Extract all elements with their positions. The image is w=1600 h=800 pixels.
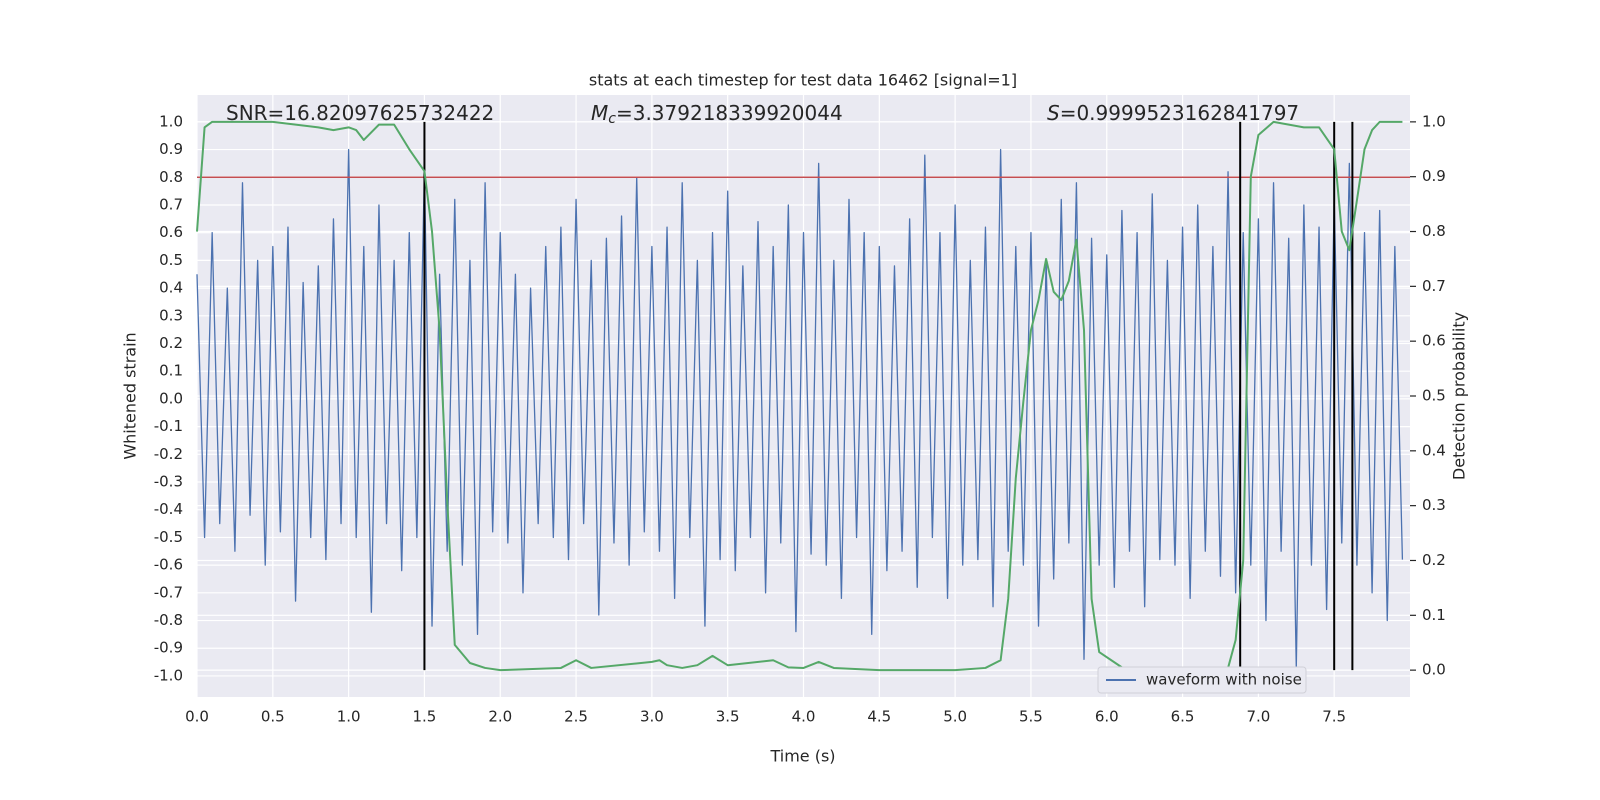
y-tick-label: -0.3: [154, 473, 183, 491]
legend-box: [1097, 666, 1307, 694]
x-tick-label: 0.5: [261, 708, 285, 726]
annotation-symbol: S: [1047, 101, 1060, 125]
annotation-subscript: c: [608, 111, 616, 127]
x-tick-label: 7.0: [1246, 708, 1270, 726]
y2-tick-label: 0.7: [1422, 277, 1446, 295]
y2-tick-label: 1.0: [1422, 112, 1446, 130]
y-tick-label: -0.1: [154, 417, 183, 435]
y-tick-label: 0.7: [159, 195, 183, 213]
x-tick-label: 1.0: [337, 708, 361, 726]
y2-tick-label: 0.2: [1422, 551, 1446, 569]
y2-tick-label: 0.1: [1422, 606, 1446, 624]
y-tick-label: -0.9: [154, 639, 183, 657]
y-tick-label: 0.5: [159, 251, 183, 269]
y-tick-label: 0.1: [159, 362, 183, 380]
x-axis-label: Time (s): [769, 747, 835, 766]
y-tick-label: 0.3: [159, 306, 183, 324]
x-tick-label: 2.5: [564, 708, 588, 726]
series-line: [196, 120, 1403, 672]
y-tick-label: -1.0: [154, 666, 183, 684]
x-tick-label: 1.5: [413, 708, 437, 726]
y-tick-label: 0.2: [159, 334, 183, 352]
annotation: S=0.9999523162841797: [1047, 101, 1299, 125]
y-tick-label: -0.5: [154, 528, 183, 546]
annotation-text: =0.9999523162841797: [1060, 101, 1299, 125]
y2-tick-label: 0.4: [1422, 441, 1446, 459]
y-tick-label: -0.2: [154, 445, 183, 463]
y-tick-label: -0.4: [154, 500, 183, 518]
x-tick-label: 5.5: [1019, 708, 1043, 726]
y-tick-label: -0.6: [154, 556, 183, 574]
y-axis-label: Whitened strain: [121, 332, 140, 459]
annotation-text: SNR=16.82097625732422: [226, 101, 494, 125]
x-tick-label: 6.0: [1095, 708, 1119, 726]
y2-tick-label: 0.6: [1422, 332, 1446, 350]
y2-tick-label: 0.5: [1422, 387, 1446, 405]
y2-tick-label: 0.8: [1422, 222, 1446, 240]
x-tick-label: 4.0: [792, 708, 816, 726]
x-tick-label: 5.0: [943, 708, 967, 726]
y2-tick-label: 0.3: [1422, 496, 1446, 514]
x-tick-label: 3.5: [716, 708, 740, 726]
y2-axis-label: Detection probability: [1450, 312, 1469, 480]
y-tick-label: -0.8: [154, 611, 183, 629]
x-tick-label: 3.0: [640, 708, 664, 726]
y2-tick-label: 0.0: [1422, 661, 1446, 679]
annotation-text: =3.379218339920044: [616, 101, 843, 125]
legend-label: waveform with noise: [1146, 671, 1302, 689]
y-tick-label: 0.0: [159, 389, 183, 407]
annotation: Mc=3.379218339920044: [591, 101, 843, 128]
x-tick-label: 4.5: [867, 708, 891, 726]
series-line: [196, 148, 1404, 669]
x-tick-label: 0.0: [185, 708, 209, 726]
marks: [196, 120, 1410, 672]
y-tick-label: -0.7: [154, 583, 183, 601]
y-tick-label: 0.8: [159, 168, 183, 186]
y-tick-label: 0.9: [159, 140, 183, 158]
y-tick-label: 1.0: [159, 112, 183, 130]
annotation-symbol: M: [591, 101, 608, 125]
chart-title: stats at each timestep for test data 164…: [589, 71, 1017, 90]
x-tick-label: 7.5: [1322, 708, 1346, 726]
y-tick-label: 0.4: [159, 279, 183, 297]
x-tick-label: 2.0: [488, 708, 512, 726]
y-tick-label: 0.6: [159, 223, 183, 241]
annotation: SNR=16.82097625732422: [226, 101, 494, 125]
x-tick-label: 6.5: [1171, 708, 1195, 726]
y2-tick-label: 0.9: [1422, 167, 1446, 185]
